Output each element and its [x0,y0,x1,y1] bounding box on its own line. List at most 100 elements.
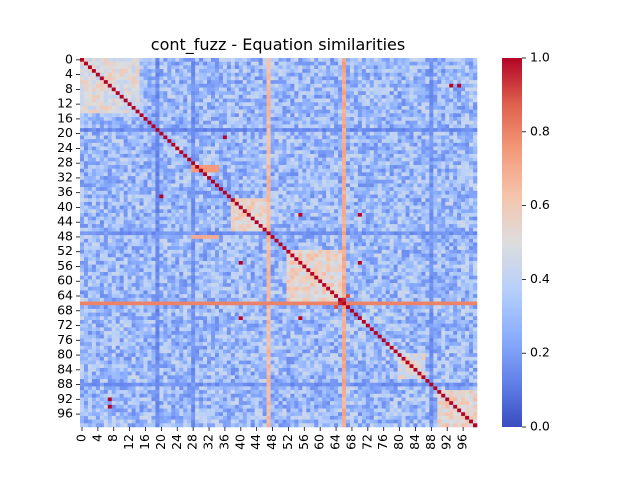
heatmap-cell [203,183,208,188]
heatmap-cell [143,201,148,206]
heatmap-cell [345,198,351,203]
heatmap-cell [286,142,291,147]
heatmap-cell [87,216,93,221]
heatmap-cell [115,65,120,70]
heatmap-cell [318,165,323,169]
heatmap-cell [318,102,323,107]
heatmap-cell [238,165,244,169]
heatmap-cell [365,205,371,210]
heatmap-cell [322,205,327,210]
heatmap-cell [95,235,101,240]
heatmap-cell [262,176,267,181]
heatmap-cell [353,194,359,199]
heatmap-cell [107,58,113,62]
heatmap-cell [334,176,339,181]
heatmap-cell [385,194,390,199]
heatmap-cell [286,205,291,210]
heatmap-cell [393,87,398,92]
heatmap-cell [453,69,458,74]
heatmap-cell [461,94,466,99]
heatmap-cell [191,117,196,122]
heatmap-cell [139,212,144,217]
heatmap-cell [353,161,359,166]
heatmap-cell [377,131,383,136]
heatmap-cell [469,139,474,144]
heatmap-cell [163,131,168,136]
heatmap-cell [282,176,287,181]
heatmap-cell [211,131,216,136]
heatmap-cell [123,72,128,77]
heatmap-cell [175,157,180,162]
heatmap-cell [115,153,120,158]
heatmap-cell [230,135,236,140]
heatmap-cell [349,168,355,173]
heatmap-cell [457,124,462,129]
heatmap-cell [381,238,386,243]
heatmap-cell [171,187,176,192]
heatmap-cell [80,87,85,92]
heatmap-cell [163,117,168,122]
heatmap-cell [465,220,470,225]
heatmap-cell [361,124,367,129]
heatmap-cell [163,224,168,229]
heatmap-cell [147,80,152,85]
heatmap-cell [242,205,248,210]
heatmap-cell [365,165,371,169]
heatmap-cell [111,231,117,236]
heatmap-cell [409,235,414,240]
heatmap-cell [143,224,148,229]
heatmap-cell [449,117,454,122]
heatmap-cell [203,76,208,81]
heatmap-cell [330,153,335,158]
heatmap-cell [282,128,287,133]
heatmap-cell [99,168,105,173]
heatmap-cell [230,72,236,77]
heatmap-cell [345,150,351,155]
heatmap-cell [373,201,379,206]
heatmap-cell [258,87,263,92]
heatmap-cell [409,172,414,177]
heatmap-cell [131,198,136,203]
heatmap-cell [115,91,120,96]
heatmap-cell [91,150,97,155]
heatmap-cell [306,91,311,96]
heatmap-cell [123,183,128,188]
heatmap-cell [318,65,323,70]
heatmap-cell [326,76,331,81]
heatmap-cell [318,80,323,85]
heatmap-cell [314,61,319,66]
heatmap-cell [393,224,398,229]
heatmap-cell [218,98,224,103]
heatmap-cell [405,94,410,99]
heatmap-cell [203,102,208,107]
heatmap-cell [195,61,200,66]
heatmap-cell [179,94,184,99]
heatmap-cell [111,179,117,184]
heatmap-cell [373,139,379,144]
heatmap-cell [183,224,188,229]
heatmap-cell [389,176,394,181]
heatmap-cell [322,124,327,129]
heatmap-cell [421,190,426,195]
heatmap-cell [306,128,311,133]
heatmap-cell [441,87,446,92]
heatmap-cell [159,83,164,88]
heatmap-cell [290,142,295,147]
heatmap-cell [103,80,109,85]
heatmap-cell [234,120,240,125]
heatmap-cell [191,176,196,181]
heatmap-cell [171,135,176,140]
heatmap-cell [338,87,343,92]
heatmap-cell [385,72,390,77]
heatmap-cell [163,205,168,210]
heatmap-cell [469,124,474,129]
heatmap-cell [314,142,319,147]
heatmap-cell [230,117,236,122]
heatmap-cell [175,183,180,188]
heatmap-cell [83,224,89,229]
heatmap-cell [473,194,478,199]
heatmap-cell [179,150,184,155]
heatmap-cell [445,87,450,92]
heatmap-cell [330,212,335,217]
heatmap-cell [306,113,311,118]
